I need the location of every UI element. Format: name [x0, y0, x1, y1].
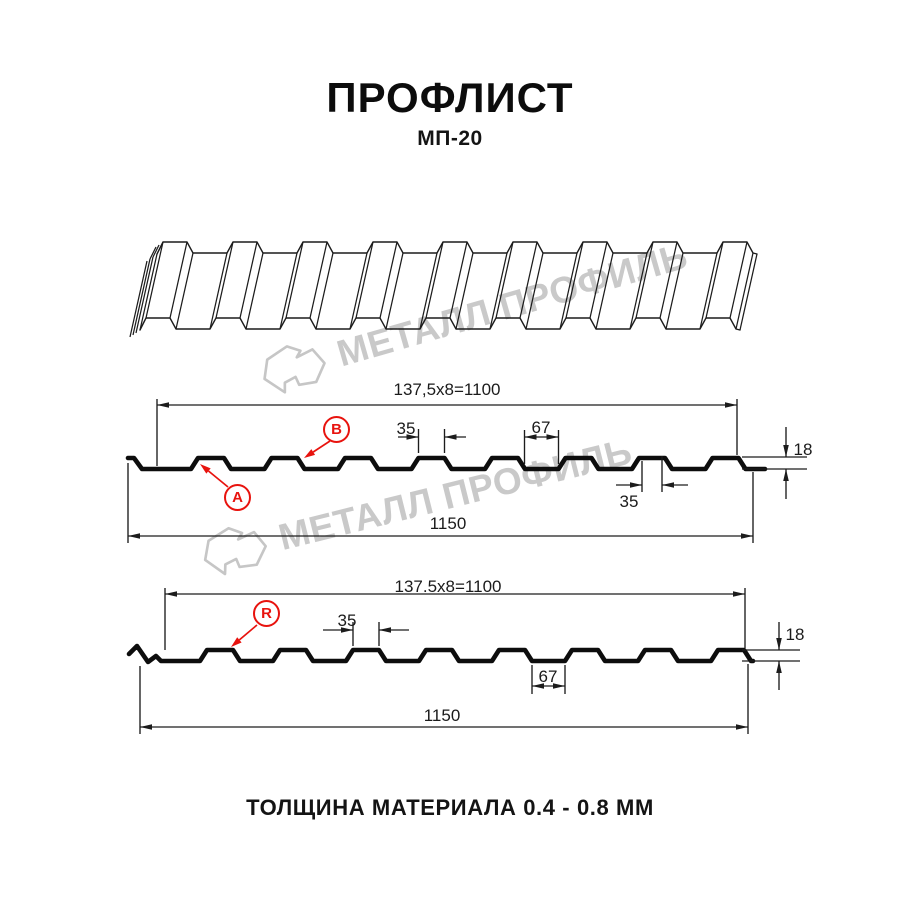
watermark-brand-text: МЕТАЛЛ ПРОФИЛЬ: [274, 430, 637, 559]
material-thickness-note: ТОЛЩИНА МАТЕРИАЛА 0.4 - 0.8 ММ: [246, 795, 654, 820]
section1-crest-top-dimension: 35: [396, 419, 416, 438]
section2-valley-dimension: 67: [538, 667, 558, 686]
section2-pitch-dimension: 137.5x8=1100: [394, 577, 502, 596]
page-title: ПРОФЛИСТ: [326, 74, 574, 121]
product-model: МП-20: [417, 127, 483, 150]
section1-valley-dimension: 67: [531, 418, 551, 437]
watermark-middle: МЕТАЛЛ ПРОФИЛЬ: [196, 428, 637, 582]
section1-total-width-dimension: 1150: [429, 514, 467, 533]
metall-profil-logo-icon: [263, 345, 326, 394]
section2-height-dimension: 18: [785, 625, 805, 644]
section1-height-dimension: 18: [793, 440, 813, 459]
metall-profil-logo-icon: [203, 526, 268, 576]
section1-pitch-dimension: 137,5x8=1100: [393, 380, 501, 399]
section1-crest-bottom-dimension: 35: [619, 492, 639, 511]
watermark-top: МЕТАЛЛ ПРОФИЛЬ: [255, 232, 694, 400]
watermark-brand-text: МЕТАЛЛ ПРОФИЛЬ: [332, 234, 693, 375]
section2-total-width-dimension: 1150: [423, 706, 461, 725]
callout-b-badge: B: [323, 416, 350, 443]
callout-r-badge: R: [253, 600, 280, 627]
section2-crest-dimension: 35: [337, 611, 357, 630]
callout-a-badge: A: [224, 484, 251, 511]
